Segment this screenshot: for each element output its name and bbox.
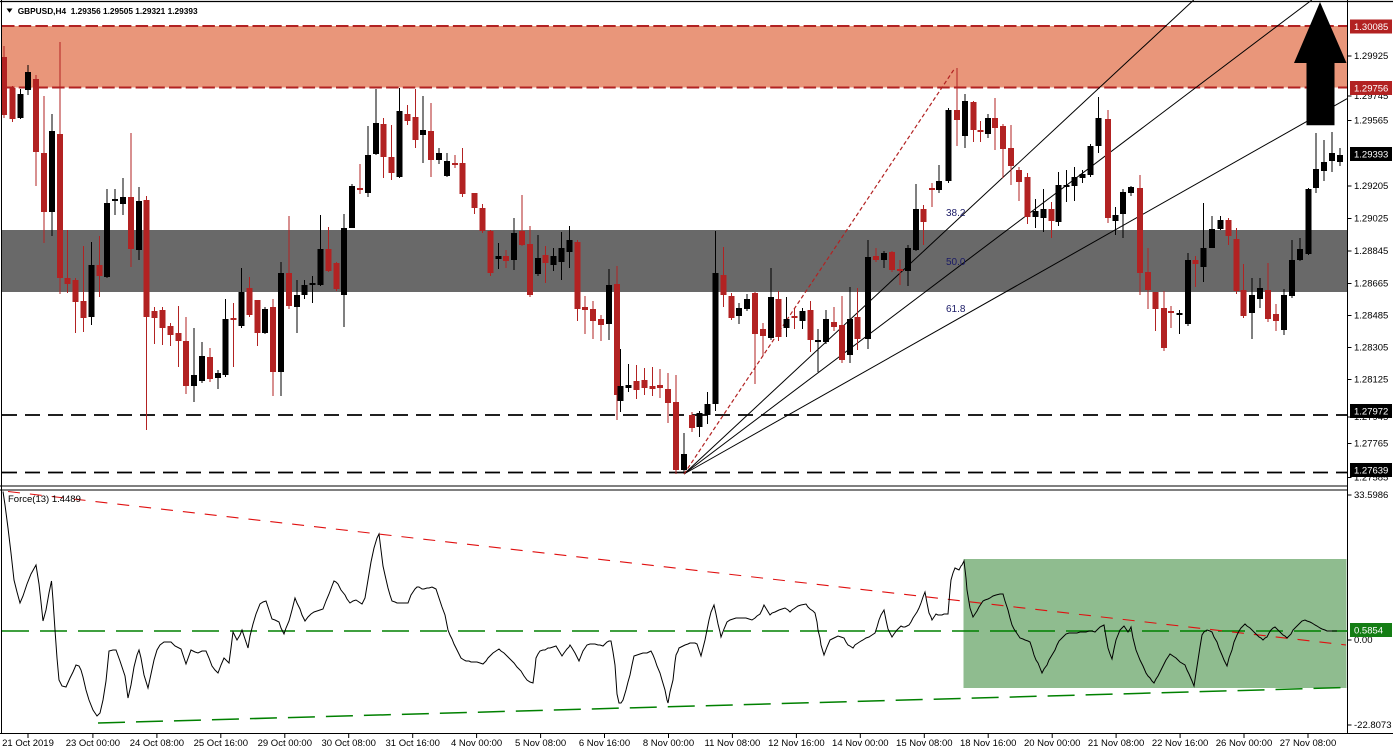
svg-text:-22.8073: -22.8073 xyxy=(1354,720,1392,731)
svg-text:1.28665: 1.28665 xyxy=(1354,279,1388,290)
svg-text:1.27972: 1.27972 xyxy=(1354,406,1388,417)
svg-text:50.0: 50.0 xyxy=(946,257,966,268)
svg-text:26 Nov 00:00: 26 Nov 00:00 xyxy=(1216,738,1273,749)
svg-text:24 Oct 08:00: 24 Oct 08:00 xyxy=(130,738,184,749)
svg-text:25 Oct 16:00: 25 Oct 16:00 xyxy=(194,738,248,749)
svg-text:1.29745: 1.29745 xyxy=(1354,91,1388,102)
svg-text:22 Nov 16:00: 22 Nov 16:00 xyxy=(1152,738,1209,749)
svg-text:1.29925: 1.29925 xyxy=(1354,51,1388,62)
svg-text:6 Nov 16:00: 6 Nov 16:00 xyxy=(579,738,630,749)
svg-text:29 Oct 00:00: 29 Oct 00:00 xyxy=(258,738,312,749)
svg-text:1.27765: 1.27765 xyxy=(1354,439,1388,450)
svg-text:14 Nov 00:00: 14 Nov 00:00 xyxy=(832,738,889,749)
svg-text:33.5986: 33.5986 xyxy=(1354,490,1388,501)
svg-text:1.29205: 1.29205 xyxy=(1354,181,1388,192)
svg-text:0.00: 0.00 xyxy=(1354,635,1373,646)
svg-text:4 Nov 00:00: 4 Nov 00:00 xyxy=(451,738,502,749)
svg-text:5 Nov 08:00: 5 Nov 08:00 xyxy=(515,738,566,749)
svg-text:1.28305: 1.28305 xyxy=(1354,343,1388,354)
svg-text:1.29025: 1.29025 xyxy=(1354,214,1388,225)
svg-text:21 Oct 2019: 21 Oct 2019 xyxy=(2,738,54,749)
svg-text:31 Oct 16:00: 31 Oct 16:00 xyxy=(385,738,439,749)
svg-text:1.28845: 1.28845 xyxy=(1354,246,1388,257)
svg-text:12 Nov 16:00: 12 Nov 16:00 xyxy=(768,738,825,749)
svg-text:1.28485: 1.28485 xyxy=(1354,311,1388,322)
svg-text:1.27585: 1.27585 xyxy=(1354,473,1388,484)
svg-text:20 Nov 00:00: 20 Nov 00:00 xyxy=(1024,738,1081,749)
svg-text:23 Oct 00:00: 23 Oct 00:00 xyxy=(66,738,120,749)
svg-text:Force(13) 1.4489: Force(13) 1.4489 xyxy=(8,494,81,505)
svg-text:30 Oct 08:00: 30 Oct 08:00 xyxy=(321,738,375,749)
svg-text:1.29756: 1.29756 xyxy=(1354,83,1388,94)
svg-text:1.29565: 1.29565 xyxy=(1354,116,1388,127)
svg-text:GBPUSD,H4 1.29356 1.29505 1.2: GBPUSD,H4 1.29356 1.29505 1.29321 1.2939… xyxy=(18,6,198,16)
svg-text:18 Nov 16:00: 18 Nov 16:00 xyxy=(960,738,1017,749)
svg-text:1.30085: 1.30085 xyxy=(1354,22,1388,33)
svg-text:1.27639: 1.27639 xyxy=(1354,465,1388,476)
svg-text:61.8: 61.8 xyxy=(946,304,966,315)
svg-text:8 Nov 00:00: 8 Nov 00:00 xyxy=(643,738,694,749)
svg-text:1.29393: 1.29393 xyxy=(1354,149,1388,160)
svg-text:38.2: 38.2 xyxy=(946,208,966,219)
svg-text:0.5854: 0.5854 xyxy=(1354,625,1383,636)
svg-text:15 Nov 08:00: 15 Nov 08:00 xyxy=(896,738,953,749)
svg-text:11 Nov 08:00: 11 Nov 08:00 xyxy=(704,738,760,749)
svg-text:1.28125: 1.28125 xyxy=(1354,375,1388,386)
svg-text:27 Nov 08:00: 27 Nov 08:00 xyxy=(1280,738,1337,749)
svg-text:21 Nov 08:00: 21 Nov 08:00 xyxy=(1088,738,1145,749)
